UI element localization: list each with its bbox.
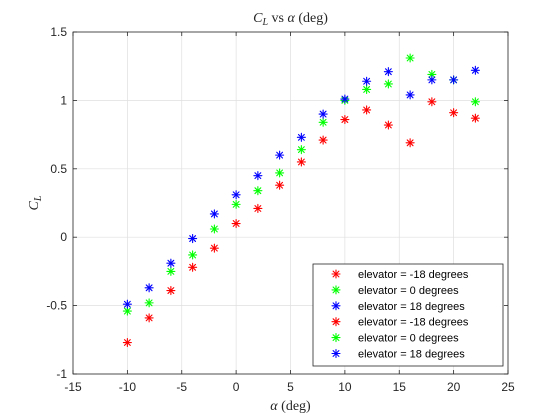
x-tick-label: -15 — [64, 380, 82, 394]
legend-marker — [331, 317, 341, 327]
data-point — [383, 79, 393, 89]
data-point — [470, 97, 480, 107]
series-4 — [405, 97, 480, 148]
x-tick-label: 5 — [287, 380, 294, 394]
data-point — [275, 150, 285, 160]
series-3 — [122, 67, 393, 309]
data-point — [383, 120, 393, 130]
data-point — [231, 218, 241, 229]
legend-marker — [331, 301, 341, 311]
x-tick-label: 25 — [501, 380, 515, 394]
x-tick-label: 15 — [393, 380, 407, 394]
x-tick-label: 0 — [233, 380, 240, 394]
legend-marker — [331, 285, 341, 295]
xlabel-unit: (deg) — [278, 399, 311, 414]
series-1 — [122, 105, 393, 348]
data-point — [144, 298, 154, 308]
y-axis-label: CL — [27, 195, 44, 210]
data-point — [166, 286, 176, 296]
data-point — [405, 53, 415, 63]
data-points — [122, 53, 480, 348]
data-point — [362, 84, 372, 95]
data-point — [231, 199, 241, 209]
data-point — [449, 108, 459, 118]
data-point — [122, 299, 132, 309]
data-point — [253, 203, 263, 214]
data-point — [188, 262, 198, 272]
data-point — [318, 117, 328, 127]
xlabel-alpha: α — [270, 399, 278, 414]
data-point — [362, 105, 372, 115]
legend-label: elevator = 0 degrees — [358, 285, 459, 297]
ylabel-subscript: L — [33, 195, 44, 202]
x-tick-label: -10 — [119, 380, 137, 394]
data-point — [340, 115, 350, 125]
y-tick-label: 1.5 — [50, 25, 67, 39]
chart-title: CL vs α (deg) — [253, 11, 328, 28]
data-point — [318, 135, 328, 145]
legend-marker — [331, 269, 341, 279]
x-axis-label: α (deg) — [270, 399, 311, 414]
legend-marker — [331, 348, 341, 359]
data-point — [144, 313, 154, 323]
data-point — [470, 65, 480, 75]
x-tick-label: 10 — [338, 380, 352, 394]
legend-label: elevator = -18 degrees — [358, 317, 469, 329]
legend-label: elevator = -18 degrees — [358, 269, 469, 281]
data-point — [166, 266, 176, 276]
data-point — [209, 209, 219, 219]
series-2 — [122, 79, 393, 316]
legend-label: elevator = 0 degrees — [358, 333, 459, 345]
data-point — [188, 234, 198, 244]
data-point — [405, 138, 415, 148]
data-point — [362, 76, 372, 86]
y-tick-label: 0 — [60, 230, 67, 244]
data-point — [122, 306, 132, 316]
title-symbol: C — [253, 11, 263, 26]
title-alpha: α — [287, 11, 295, 26]
y-tick-label: 1 — [60, 93, 67, 107]
data-point — [318, 109, 328, 119]
data-point — [209, 224, 219, 234]
data-point — [188, 250, 198, 260]
y-tick-label: 0.5 — [50, 162, 67, 176]
ylabel-symbol: C — [27, 200, 42, 210]
x-tick-label: 20 — [447, 380, 461, 394]
data-point — [405, 90, 415, 100]
data-point — [427, 75, 437, 85]
series-6 — [405, 65, 480, 100]
y-tick-label: -0.5 — [46, 299, 67, 313]
ticks: -15 -10 -5 0 5 10 15 20 25 -1 -0.5 0 0.5 1 1.5 — [46, 25, 515, 394]
legend-label: elevator = 18 degrees — [358, 301, 465, 313]
x-tick-label: -5 — [176, 380, 187, 394]
data-point — [296, 157, 306, 167]
data-point — [231, 190, 241, 200]
data-point — [144, 283, 154, 293]
title-mid: vs — [268, 11, 287, 26]
legend-marker — [331, 333, 341, 343]
data-point — [470, 113, 480, 123]
data-point — [383, 67, 393, 77]
data-point — [253, 186, 263, 196]
data-point — [275, 180, 285, 190]
legend: elevator = -18 degrees elevator = 0 degre… — [312, 263, 504, 367]
data-point — [209, 243, 219, 253]
data-point — [253, 171, 263, 181]
data-point — [296, 132, 306, 142]
data-point — [275, 168, 285, 178]
data-point — [166, 258, 176, 268]
data-point — [296, 145, 306, 155]
data-point — [449, 75, 459, 85]
y-tick-label: -1 — [56, 367, 67, 381]
data-point — [122, 337, 132, 348]
data-point — [427, 97, 437, 107]
legend-label: elevator = 18 degrees — [358, 349, 465, 361]
title-subscript: L — [261, 17, 268, 28]
legend-box — [312, 263, 504, 367]
title-unit: (deg) — [295, 11, 328, 26]
data-point — [340, 94, 350, 104]
